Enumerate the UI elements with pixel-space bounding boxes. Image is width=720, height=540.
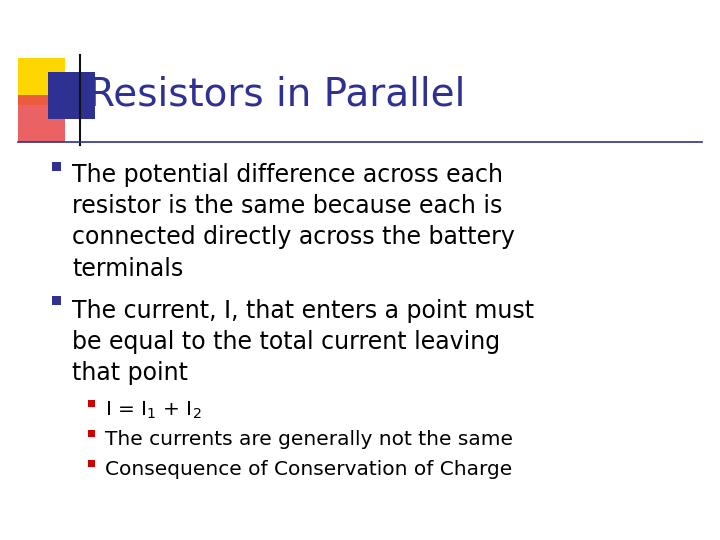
Bar bbox=[52, 162, 61, 171]
Bar bbox=[88, 400, 95, 407]
Text: Consequence of Conservation of Charge: Consequence of Conservation of Charge bbox=[105, 460, 512, 479]
Bar bbox=[88, 460, 95, 467]
Bar bbox=[48, 72, 95, 119]
Text: The potential difference across each
resistor is the same because each is
connec: The potential difference across each res… bbox=[72, 163, 515, 281]
Text: The current, I, that enters a point must
be equal to the total current leaving
t: The current, I, that enters a point must… bbox=[72, 299, 534, 386]
Text: The currents are generally not the same: The currents are generally not the same bbox=[105, 430, 513, 449]
Bar bbox=[52, 296, 61, 305]
Text: I = I$_1$ + I$_2$: I = I$_1$ + I$_2$ bbox=[105, 400, 202, 421]
Text: Resistors in Parallel: Resistors in Parallel bbox=[88, 76, 465, 114]
Bar bbox=[18, 58, 65, 105]
Bar bbox=[18, 95, 65, 142]
Bar bbox=[88, 430, 95, 437]
